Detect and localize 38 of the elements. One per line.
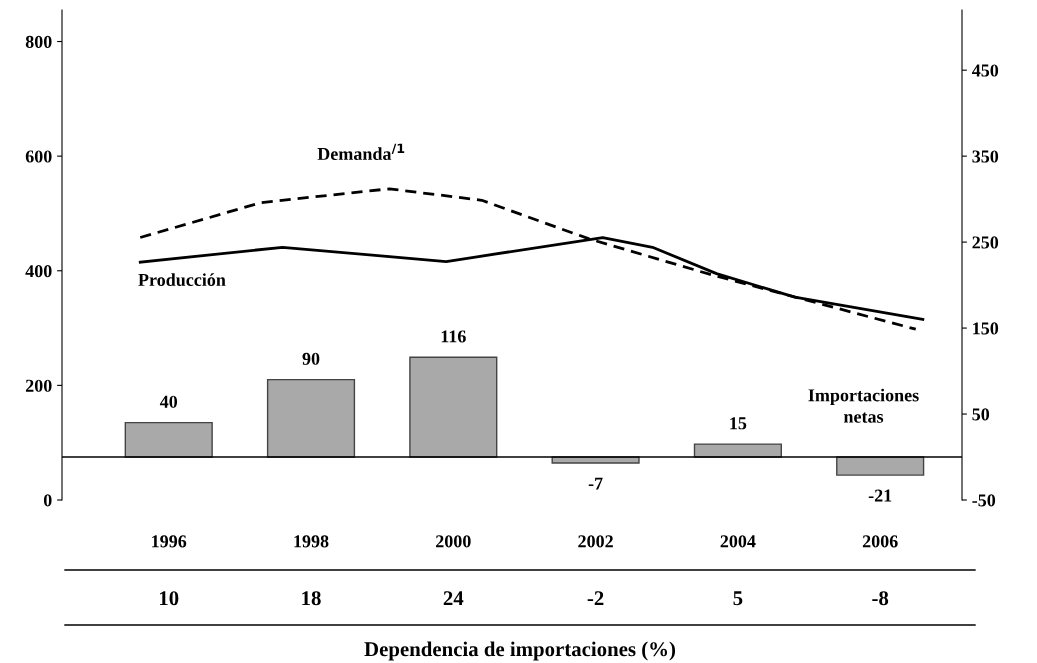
y-tick-label: 0 [43,494,52,507]
y-tick-label: 200 [25,379,52,392]
data-label: -7 [588,477,603,490]
x-tick-label: 2000 [436,535,471,548]
series-label: Importaciones netas [808,388,919,423]
y-tick-label: 600 [25,150,52,163]
y2-tick-label: -50 [972,494,996,507]
x-tick-label: 1998 [294,535,329,548]
data-label: 90 [302,352,320,365]
bar [693,443,782,458]
x-axis-title: Dependencia de importaciones (%) [364,641,676,661]
y2-tick-label: 150 [973,322,999,335]
text: -2 [587,591,604,606]
y2-tick-label: 450 [971,64,999,77]
series-label: Demanda$^{/1}$ [317,143,405,161]
data-label: 116 [441,330,466,343]
y2-tick-label: 350 [972,150,999,163]
y-tick-label: 800 [25,35,52,48]
bar [124,421,213,458]
text: 18 [302,591,321,606]
x-tick-label: 2002 [578,535,613,548]
bar [409,356,498,458]
bar [266,378,356,458]
y-tick-label: 400 [25,265,52,278]
data-label: 40 [159,395,178,408]
data-label: -21 [868,489,892,502]
x-tick-label: 2006 [862,535,898,548]
y2-tick-label: 50 [972,408,990,421]
text: -8 [872,591,889,606]
text: 5 [733,591,743,606]
x-tick-label: 1996 [152,535,187,548]
text: 10 [159,591,179,606]
text: 24 [443,591,464,606]
series-label: Producción [138,273,226,287]
bar [836,456,925,476]
data-label: 15 [730,417,747,430]
x-tick-label: 2004 [720,535,756,548]
y2-tick-label: 250 [972,236,999,249]
